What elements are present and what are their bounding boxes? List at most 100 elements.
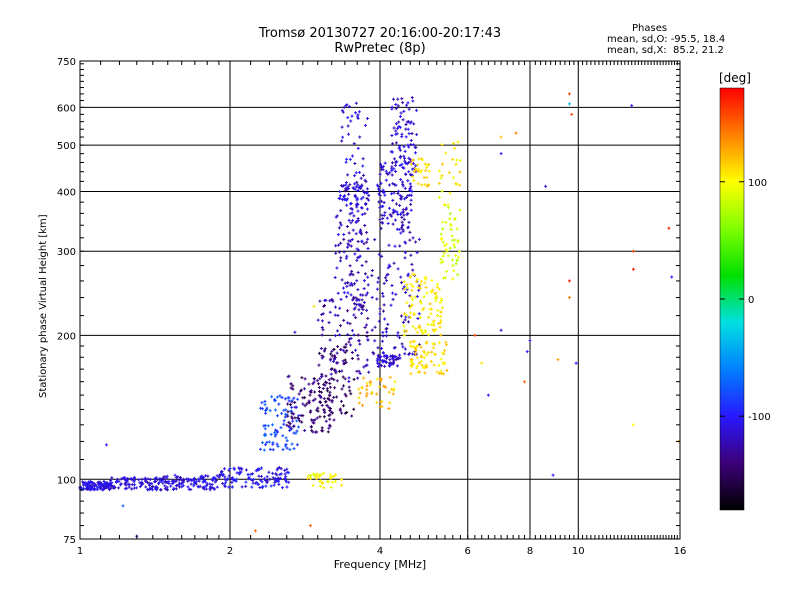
- data-point: [302, 387, 306, 391]
- data-point: [352, 377, 356, 381]
- data-point: [410, 167, 414, 171]
- data-point: [439, 321, 443, 325]
- outlier-point: [499, 328, 503, 332]
- data-point: [403, 251, 407, 255]
- data-point: [439, 257, 443, 261]
- data-point: [445, 242, 449, 246]
- data-point: [288, 448, 292, 452]
- outlier-point: [473, 333, 477, 337]
- data-point: [392, 387, 396, 391]
- data-point: [376, 280, 380, 284]
- data-point: [346, 186, 350, 190]
- data-point: [400, 215, 404, 219]
- data-point: [398, 148, 402, 152]
- data-point: [284, 436, 288, 440]
- data-point: [357, 387, 361, 391]
- data-point: [354, 101, 358, 105]
- data-point: [334, 361, 338, 365]
- data-point: [410, 132, 414, 136]
- data-point: [409, 359, 413, 363]
- data-point: [358, 391, 362, 395]
- data-point: [385, 354, 389, 358]
- y-tick-label: 750: [57, 57, 76, 68]
- data-point: [265, 481, 269, 485]
- data-point: [271, 476, 275, 480]
- data-point: [346, 291, 350, 295]
- data-point: [356, 353, 360, 357]
- data-point: [439, 369, 443, 373]
- data-point: [322, 415, 326, 419]
- data-point: [336, 345, 340, 349]
- data-point: [418, 286, 422, 290]
- data-point: [409, 120, 413, 124]
- data-point: [400, 342, 404, 346]
- data-point: [362, 301, 366, 305]
- data-point: [425, 291, 429, 295]
- data-point: [363, 212, 367, 216]
- data-point: [440, 306, 444, 310]
- data-point: [427, 169, 431, 173]
- data-point: [454, 253, 458, 257]
- data-point: [292, 431, 296, 435]
- data-point: [289, 382, 293, 386]
- data-point: [449, 224, 453, 228]
- data-point: [328, 299, 332, 303]
- data-point: [285, 446, 289, 450]
- data-point: [370, 328, 374, 332]
- data-point: [379, 162, 383, 166]
- data-point: [415, 345, 419, 349]
- data-point: [130, 487, 134, 491]
- data-point: [132, 475, 136, 479]
- data-point: [391, 182, 395, 186]
- data-point: [351, 219, 355, 223]
- data-point: [347, 231, 351, 235]
- data-point: [327, 426, 331, 430]
- data-point: [282, 419, 286, 423]
- data-point: [351, 273, 355, 277]
- data-point: [147, 482, 151, 486]
- data-point: [390, 105, 394, 109]
- data-point: [263, 403, 267, 407]
- data-point: [426, 322, 430, 326]
- data-point: [296, 397, 300, 401]
- data-point: [218, 473, 222, 477]
- data-point: [370, 274, 374, 278]
- data-point: [406, 143, 410, 147]
- data-point: [328, 393, 332, 397]
- data-point: [394, 169, 398, 173]
- data-point: [117, 486, 121, 490]
- data-point: [338, 407, 342, 411]
- data-point: [389, 361, 393, 365]
- data-point: [303, 428, 307, 432]
- data-point: [349, 293, 353, 297]
- data-point: [417, 312, 421, 316]
- data-point: [442, 276, 446, 280]
- x-tick-label: 2: [227, 546, 233, 557]
- data-point: [355, 279, 359, 283]
- data-point: [347, 105, 351, 109]
- data-point: [189, 482, 193, 486]
- data-point: [353, 182, 357, 186]
- data-point: [112, 486, 116, 490]
- data-point: [140, 477, 144, 481]
- data-point: [165, 476, 169, 480]
- data-point: [420, 279, 424, 283]
- data-point: [453, 146, 457, 150]
- data-point: [423, 162, 427, 166]
- data-point: [356, 183, 360, 187]
- data-point: [305, 402, 309, 406]
- data-point: [364, 364, 368, 368]
- data-point: [360, 206, 364, 210]
- data-point: [330, 399, 334, 403]
- data-point: [347, 132, 351, 136]
- data-point: [172, 486, 176, 490]
- data-point: [403, 156, 407, 160]
- data-point: [422, 365, 426, 369]
- outlier-point: [104, 443, 108, 447]
- data-point: [429, 360, 433, 364]
- data-point: [339, 477, 343, 481]
- data-point: [299, 388, 303, 392]
- data-point: [382, 303, 386, 307]
- data-point: [292, 447, 296, 451]
- data-point: [263, 399, 267, 403]
